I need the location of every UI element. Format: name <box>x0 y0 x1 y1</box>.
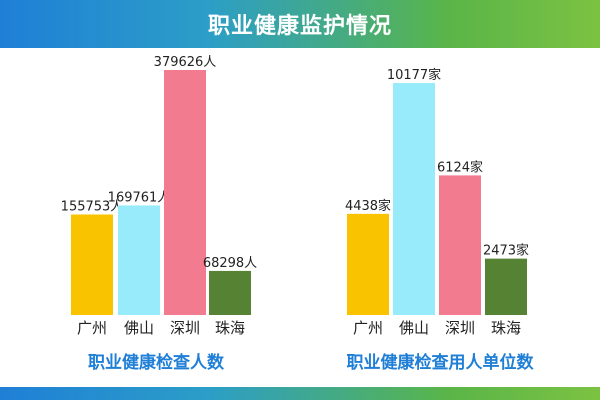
bar-珠海 <box>209 270 251 315</box>
category-label-深圳: 深圳 <box>445 319 475 337</box>
bar-深圳 <box>164 70 206 315</box>
header-banner: 职业健康监护情况 <box>0 0 600 48</box>
category-label-广州: 广州 <box>77 319 107 337</box>
value-label-广州: 155753人 <box>61 199 124 214</box>
value-label-佛山: 10177家 <box>387 67 441 83</box>
category-label-珠海: 珠海 <box>491 319 521 337</box>
bar-佛山 <box>118 205 160 315</box>
value-label-佛山: 169761人 <box>108 190 171 205</box>
value-label-深圳: 6124家 <box>437 159 483 175</box>
value-label-深圳: 379626人 <box>154 55 217 70</box>
chart-title-exam-people: 职业健康检查人数 <box>88 353 224 373</box>
chart-title-exam-employers: 职业健康检查用人单位数 <box>346 353 534 373</box>
bar-广州 <box>71 214 113 315</box>
category-label-佛山: 佛山 <box>124 319 154 337</box>
value-label-珠海: 68298人 <box>203 256 257 271</box>
category-label-深圳: 深圳 <box>170 319 200 337</box>
bar-佛山 <box>393 83 435 315</box>
bar-珠海 <box>485 258 527 315</box>
category-label-佛山: 佛山 <box>399 319 429 337</box>
category-label-广州: 广州 <box>353 319 383 337</box>
footer-bar <box>0 387 600 400</box>
page-title: 职业健康监护情况 <box>207 14 392 39</box>
bar-广州 <box>347 213 389 315</box>
value-label-广州: 4438家 <box>345 198 391 214</box>
category-label-珠海: 珠海 <box>215 319 245 337</box>
bar-深圳 <box>439 175 481 315</box>
value-label-珠海: 2473家 <box>483 243 529 259</box>
